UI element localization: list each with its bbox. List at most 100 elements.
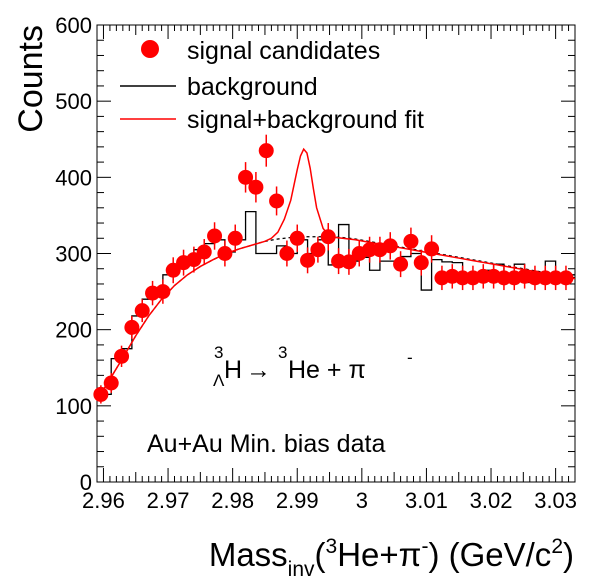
signal-point <box>207 222 223 250</box>
decay-sup-minus: - <box>407 348 413 367</box>
y-axis-label: Counts <box>12 25 50 133</box>
signal-point <box>300 247 316 274</box>
signal-point <box>114 345 130 367</box>
x-axis-label: Massinv(3He+π-) (GeV/c2) <box>209 535 574 577</box>
y-axis-ticks: 0 100 200 300 400 500 600 <box>55 13 575 495</box>
signal-marker <box>537 270 553 286</box>
signal-marker <box>93 386 109 402</box>
data-annotation: Au+Au Min. bias data <box>147 430 385 458</box>
x-tick-label: 2.98 <box>211 488 254 513</box>
signal-marker <box>455 270 471 286</box>
signal-marker <box>124 319 140 335</box>
decay-annotation: 3 Λ H → 3 He + π - <box>213 343 413 390</box>
decay-sub-left: Λ <box>213 371 225 390</box>
signal-point <box>527 265 543 291</box>
signal-point <box>382 232 398 260</box>
signal-point <box>558 265 574 291</box>
signal-point <box>279 240 295 267</box>
signal-marker <box>103 375 119 391</box>
signal-marker <box>382 238 398 254</box>
legend: signal candidates background signal+back… <box>120 37 424 134</box>
plot-frame <box>96 24 576 483</box>
decay-arrow: → <box>246 356 271 384</box>
signal-marker <box>207 228 223 244</box>
decay-sup-left: 3 <box>214 343 223 362</box>
signal-point <box>362 236 378 263</box>
x-axis-label-sub: inv <box>288 558 315 577</box>
signal-point <box>289 224 305 252</box>
signal-point <box>548 265 564 291</box>
signal-point <box>134 299 150 323</box>
signal-marker <box>320 229 336 245</box>
x-axis-label-open: ( <box>315 536 326 573</box>
signal-marker <box>496 270 512 286</box>
signal-point <box>424 235 440 263</box>
signal-marker <box>134 303 150 319</box>
y-tick-label: 0 <box>80 470 92 495</box>
legend-signal-label: signal candidates <box>187 37 380 65</box>
signal-point <box>475 264 491 289</box>
y-tick-label: 500 <box>55 89 92 114</box>
decay-particle: H <box>224 356 242 384</box>
signal-point <box>186 246 202 273</box>
signal-point <box>403 227 419 256</box>
signal-point <box>496 265 512 291</box>
signal-marker <box>165 262 181 278</box>
signal-point <box>217 240 233 267</box>
signal-marker <box>238 169 254 185</box>
signal-marker <box>269 193 285 209</box>
x-tick-label: 3.03 <box>534 488 577 513</box>
signal-marker <box>186 252 202 268</box>
signal-point <box>320 223 336 251</box>
legend-background-label: background <box>187 73 318 101</box>
signal-marker <box>217 246 233 261</box>
signal-point <box>93 385 109 404</box>
signal-background-fit-line <box>96 147 576 401</box>
signal-candidates-points <box>93 134 574 404</box>
signal-marker <box>362 242 378 258</box>
decay-sup-right: 3 <box>278 343 287 362</box>
signal-marker <box>548 270 564 286</box>
signal-point <box>537 265 553 291</box>
x-tick-label: 3.02 <box>470 488 513 513</box>
x-tick-label: 2.99 <box>276 488 319 513</box>
x-tick-label: 2.96 <box>82 488 125 513</box>
signal-point <box>103 373 119 393</box>
signal-point <box>310 236 326 263</box>
signal-marker <box>475 268 491 284</box>
signal-point <box>413 249 429 276</box>
decay-product: He + π <box>288 356 366 384</box>
signal-marker <box>393 256 409 272</box>
signal-marker <box>300 252 316 268</box>
signal-marker <box>424 241 440 257</box>
x-tick-label: 3.01 <box>405 488 448 513</box>
y-tick-label: 300 <box>55 242 92 267</box>
signal-marker <box>289 230 305 246</box>
x-axis-label-main: Mass <box>209 536 288 573</box>
signal-marker <box>114 348 130 364</box>
y-tick-label: 400 <box>55 165 92 190</box>
x-axis-label-close: ) <box>563 536 574 573</box>
signal-marker <box>558 270 574 286</box>
signal-marker <box>227 230 243 246</box>
x-axis-label-mid: He+π <box>337 536 421 573</box>
signal-point <box>155 279 171 304</box>
signal-marker <box>413 255 429 271</box>
signal-point <box>227 224 243 252</box>
signal-point <box>196 239 212 265</box>
signal-point <box>248 172 264 203</box>
signal-point <box>393 251 409 278</box>
x-axis-ticks: 2.96 2.97 2.98 2.99 3 3.01 3.02 3.03 <box>82 25 577 513</box>
legend-signal-marker <box>141 40 159 58</box>
plot-area <box>96 24 576 483</box>
x-tick-label: 2.97 <box>147 488 190 513</box>
signal-point <box>455 265 471 291</box>
signal-point <box>269 186 285 216</box>
legend-fit-label: signal+background fit <box>187 106 424 134</box>
signal-marker <box>279 246 295 261</box>
x-tick-label: 3 <box>356 488 368 513</box>
x-axis-label-supminus: - <box>421 535 428 558</box>
signal-point <box>258 134 274 167</box>
x-axis-label-unit: ) (GeV/c <box>428 536 551 573</box>
